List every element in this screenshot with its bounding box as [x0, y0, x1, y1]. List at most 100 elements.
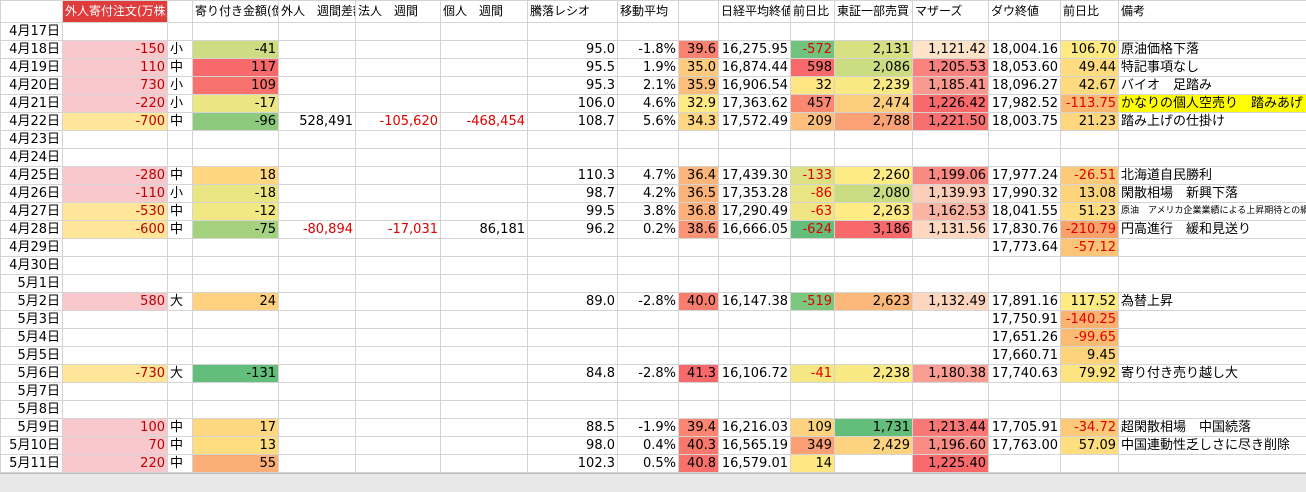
cell: 円高進行 緩和見送り [1119, 221, 1306, 239]
cell: 寄り付き売り越し大 [1119, 365, 1306, 383]
cell: 2,238 [835, 365, 913, 383]
cell: 16,579.01 [719, 455, 791, 473]
cell: 40.3 [679, 437, 719, 455]
cell: -280 [63, 167, 168, 185]
cell [63, 149, 168, 167]
cell: 95.5 [528, 59, 618, 77]
cell: -26.51 [1061, 167, 1119, 185]
cell [193, 347, 279, 365]
cell: 特記事項なし [1119, 59, 1306, 77]
date-cell: 4月23日 [1, 131, 63, 149]
data-row: 4月24日 [1, 149, 1306, 167]
cell [63, 347, 168, 365]
cell [1119, 131, 1306, 149]
cell: 2,263 [835, 203, 913, 221]
cell: 35.9 [679, 77, 719, 95]
cell [168, 131, 193, 149]
cell [719, 275, 791, 293]
cell [679, 401, 719, 419]
sheet-tabs [0, 473, 1306, 492]
cell [356, 293, 441, 311]
date-cell: 5月6日 [1, 365, 63, 383]
cell: 2,260 [835, 167, 913, 185]
date-cell: 4月28日 [1, 221, 63, 239]
data-row: 4月23日 [1, 131, 1306, 149]
cell: 1,196.60 [913, 437, 989, 455]
cell [913, 257, 989, 275]
cell: -41 [193, 41, 279, 59]
cell: 17,439.30 [719, 167, 791, 185]
cell [528, 329, 618, 347]
date-cell: 4月24日 [1, 149, 63, 167]
cell: 41.3 [679, 365, 719, 383]
cell [193, 329, 279, 347]
cell [356, 59, 441, 77]
cell: 1,199.06 [913, 167, 989, 185]
cell: 40.8 [679, 455, 719, 473]
cell: 98.0 [528, 437, 618, 455]
cell: -2.8% [618, 293, 679, 311]
cell [618, 23, 679, 41]
cell: -1.9% [618, 419, 679, 437]
cell [528, 347, 618, 365]
cell [835, 329, 913, 347]
cell: 小 [168, 77, 193, 95]
header-cell: 前日比 [791, 1, 835, 23]
header-cell: 寄り付き金額(億) [193, 1, 279, 23]
cell [679, 275, 719, 293]
cell: 13.08 [1061, 185, 1119, 203]
cell [63, 311, 168, 329]
cell [719, 149, 791, 167]
cell: 中 [168, 167, 193, 185]
cell [791, 329, 835, 347]
cell: 北海道自民勝利 [1119, 167, 1306, 185]
cell [1119, 329, 1306, 347]
cell [719, 23, 791, 41]
cell: 17,705.91 [989, 419, 1061, 437]
cell: 209 [791, 113, 835, 131]
cell: 39.4 [679, 419, 719, 437]
cell [989, 257, 1061, 275]
header-cell [168, 1, 193, 23]
cell [913, 401, 989, 419]
cell: 0.5% [618, 455, 679, 473]
cell: 踏み上げの仕掛け [1119, 113, 1306, 131]
cell [528, 131, 618, 149]
cell [835, 401, 913, 419]
cell: 16,666.05 [719, 221, 791, 239]
cell [441, 203, 528, 221]
cell [618, 347, 679, 365]
cell: 2,429 [835, 437, 913, 455]
cell [835, 239, 913, 257]
cell [618, 401, 679, 419]
cell [1119, 455, 1306, 473]
cell: -105,620 [356, 113, 441, 131]
cell: 17,651.26 [989, 329, 1061, 347]
date-cell: 5月2日 [1, 293, 63, 311]
cell [356, 275, 441, 293]
cell: 2,788 [835, 113, 913, 131]
cell: -131 [193, 365, 279, 383]
cell: 中 [168, 221, 193, 239]
cell [913, 311, 989, 329]
cell [989, 275, 1061, 293]
cell [193, 401, 279, 419]
cell [63, 275, 168, 293]
cell [679, 383, 719, 401]
cell [618, 311, 679, 329]
cell: 32 [791, 77, 835, 95]
cell: 35.0 [679, 59, 719, 77]
cell [679, 329, 719, 347]
cell [1061, 257, 1119, 275]
cell [441, 185, 528, 203]
cell: 4.2% [618, 185, 679, 203]
cell [356, 401, 441, 419]
cell: 2,080 [835, 185, 913, 203]
cell [193, 131, 279, 149]
cell: -17,031 [356, 221, 441, 239]
cell [279, 59, 356, 77]
cell [356, 419, 441, 437]
